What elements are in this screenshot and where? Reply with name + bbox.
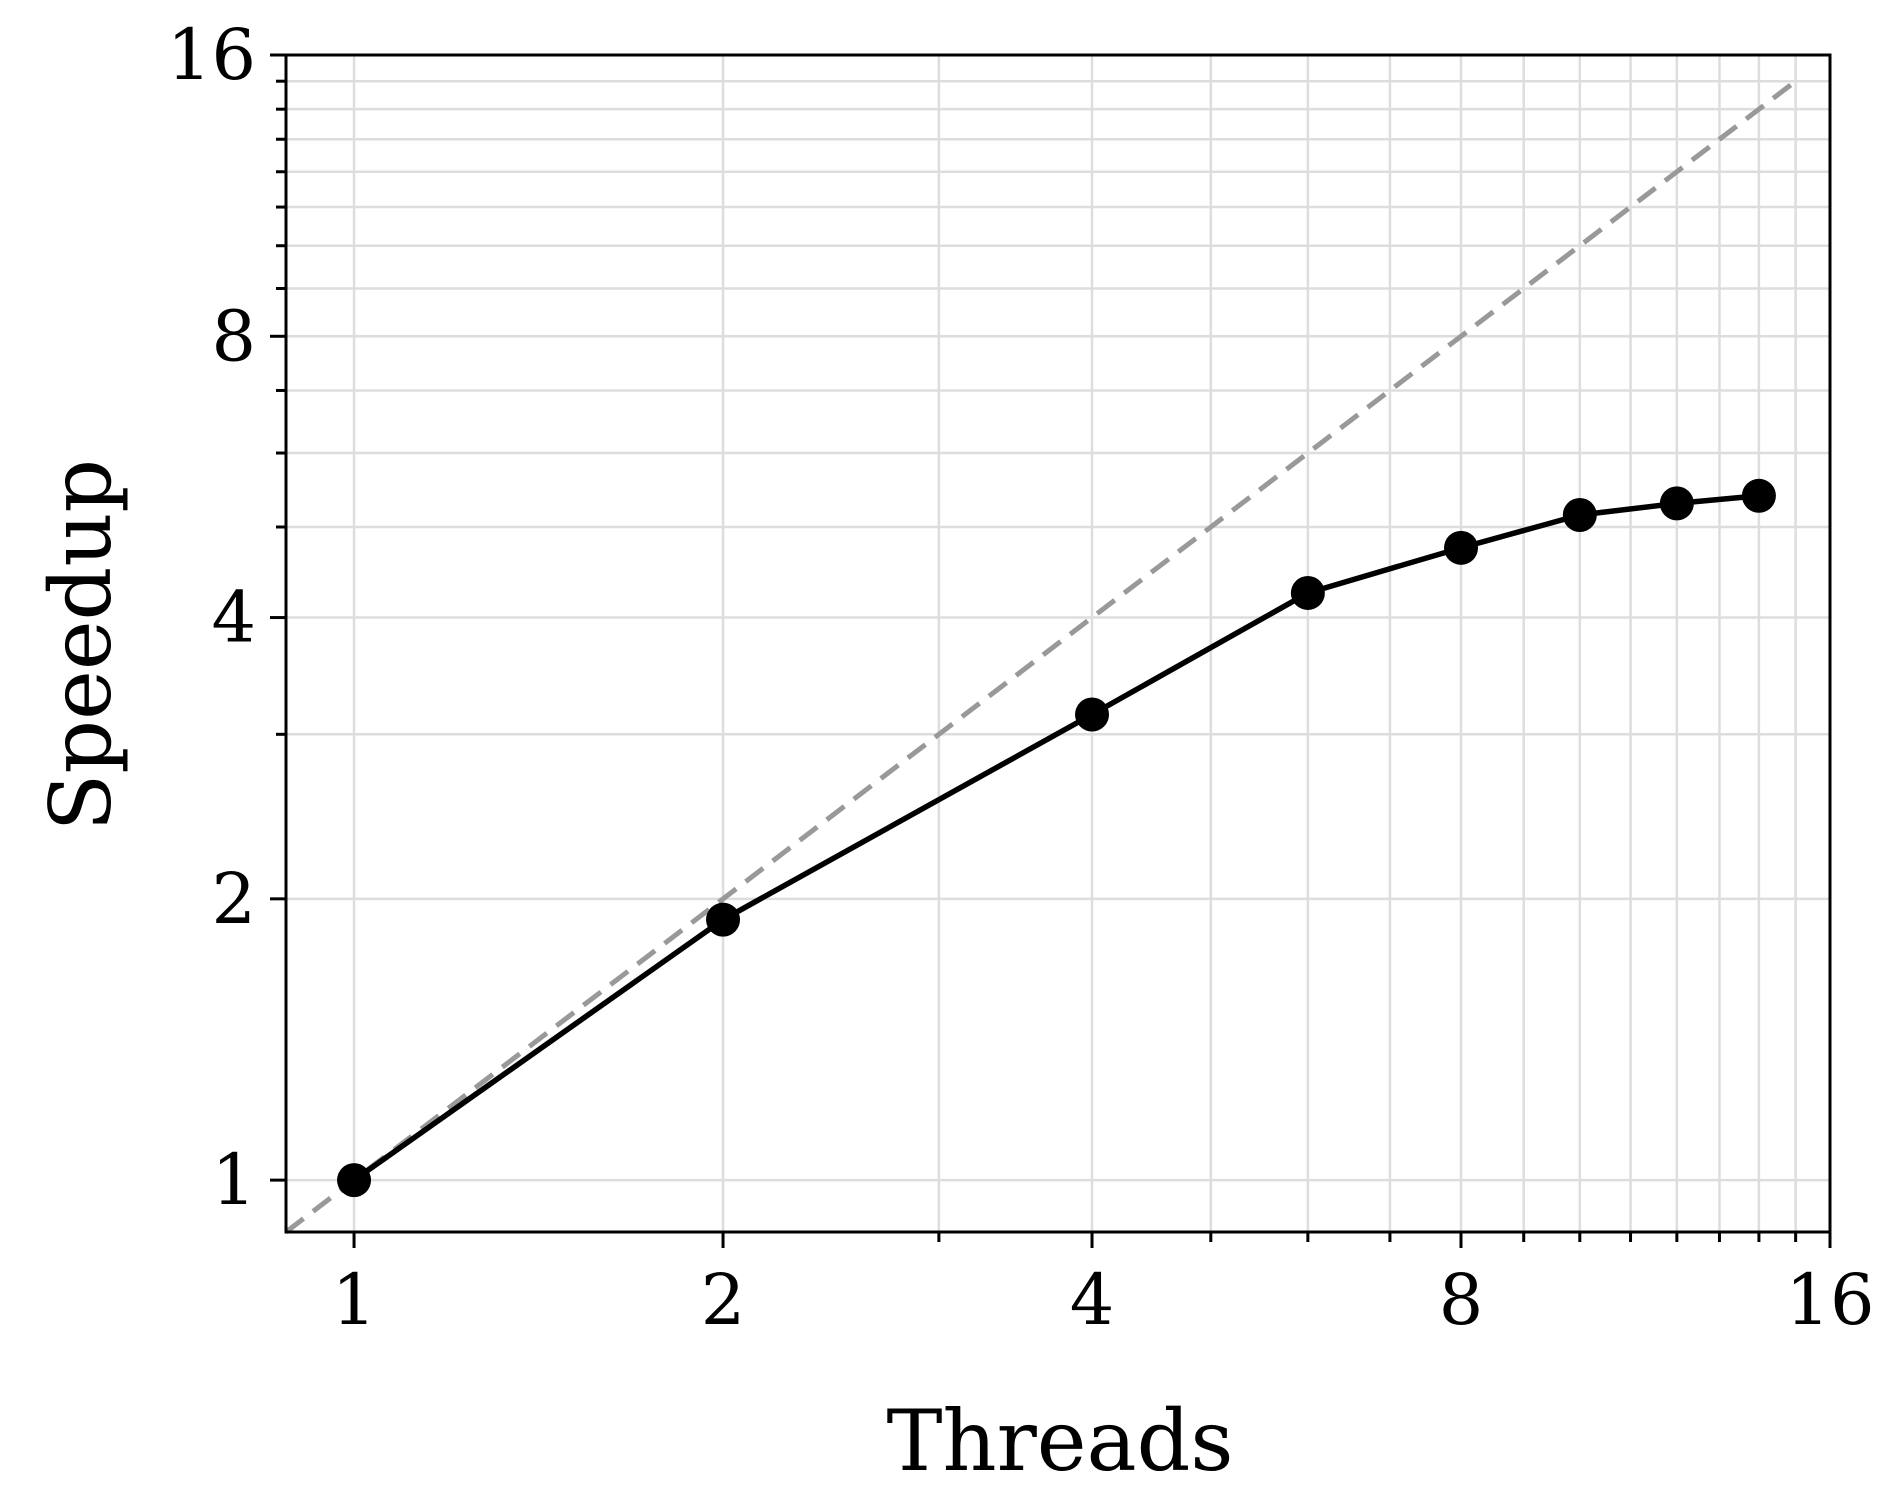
- y-tick-label: 16: [167, 14, 256, 96]
- y-tick-label: 8: [211, 295, 256, 377]
- ideal-speedup-line: [284, 79, 1798, 1234]
- y-tick-label: 1: [211, 1139, 256, 1221]
- y-tick-label: 2: [211, 858, 256, 940]
- y-tick-label: 4: [211, 577, 256, 659]
- data-point: [1290, 575, 1325, 610]
- data-point: [337, 1163, 372, 1198]
- data-point: [1741, 478, 1776, 513]
- measured-speedup-line: [352, 493, 1760, 1183]
- ticks: [270, 53, 1832, 1248]
- data-point: [1444, 530, 1479, 565]
- tick-labels: 1 2 4 8 16 1 2 4 8 16: [167, 14, 1875, 1341]
- plot-frame: [284, 53, 1832, 1234]
- x-tick-label: 2: [701, 1259, 746, 1341]
- data-point: [1659, 486, 1694, 521]
- x-tick-label: 4: [1070, 1259, 1115, 1341]
- x-tick-label: 1: [332, 1259, 377, 1341]
- data-point: [706, 902, 741, 937]
- data-point: [1075, 697, 1110, 732]
- x-tick-label: 16: [1785, 1259, 1874, 1341]
- data-point: [1562, 498, 1597, 533]
- x-axis-title: Threads: [887, 1392, 1234, 1490]
- x-tick-label: 8: [1439, 1259, 1484, 1341]
- y-axis-title: Speedup: [32, 459, 130, 831]
- series-layer: [284, 79, 1798, 1234]
